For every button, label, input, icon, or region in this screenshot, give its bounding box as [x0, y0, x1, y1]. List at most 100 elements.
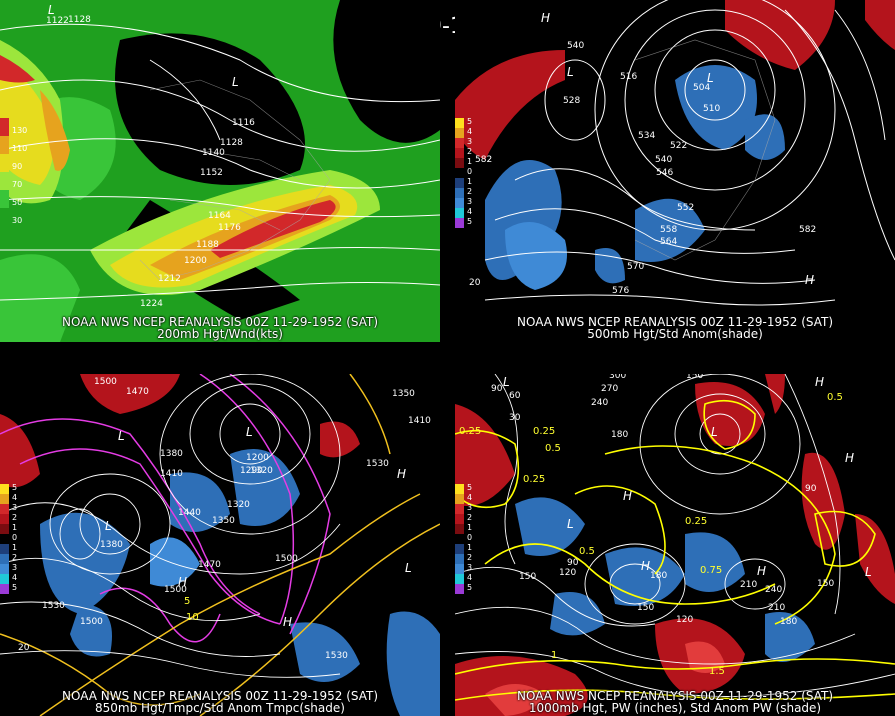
contour-label: 1350: [392, 389, 415, 399]
legend-swatch: 4: [455, 207, 472, 218]
contour-label: 510: [703, 104, 720, 114]
contour-label: 20: [469, 278, 481, 288]
low-marker: L: [105, 519, 112, 533]
legend-swatch: 0: [0, 533, 17, 544]
contour-label: 90: [491, 384, 503, 394]
contour-label: 540: [567, 41, 584, 51]
contour-label: 1530: [42, 601, 65, 611]
legend-label: 4: [12, 573, 18, 582]
legend-label: 1: [12, 523, 18, 532]
contour-label: 1176: [218, 223, 241, 233]
legend-label: 3: [467, 563, 473, 572]
legend-label: 70: [12, 180, 23, 189]
legend-label: 0: [12, 533, 18, 542]
legend-label: 30: [12, 216, 23, 225]
legend-label: 5: [12, 583, 18, 592]
temp-label: 10: [186, 612, 199, 623]
contour-label: 1500: [275, 554, 298, 564]
low-marker: L: [118, 429, 125, 443]
caption-source: NOAA NWS NCEP REANALYSIS 00Z 11-29-1952 …: [516, 315, 834, 329]
legend-swatch: 4: [455, 493, 472, 504]
contour-label: 90: [805, 484, 817, 494]
pw-label: 1.5: [709, 666, 725, 677]
high-marker: H: [805, 273, 814, 287]
legend-label: 1: [467, 543, 473, 552]
legend-label: 3: [467, 137, 473, 146]
pw-label: 0.25: [459, 426, 481, 437]
legend-swatch: 3: [455, 563, 472, 574]
low-marker: L: [711, 425, 718, 439]
contour-label: 582: [799, 225, 816, 235]
legend-swatch: 5: [455, 117, 472, 128]
contour-label: 1470: [198, 560, 221, 570]
panel-850mb: 1500 1470 1380 1410 1440 1350 1320 1290 …: [0, 374, 440, 716]
legend-swatch: 1: [455, 177, 472, 188]
legend-swatch: 2: [455, 553, 472, 564]
legend-label: 90: [12, 162, 23, 171]
legend-swatch: 4: [455, 127, 472, 138]
legend-label: 50: [12, 198, 23, 207]
anomaly-legend: 5 4 3 2 1 0 1 2 3 4 5: [455, 483, 473, 594]
contour-label: 534: [638, 131, 655, 141]
legend-label: 4: [467, 573, 473, 582]
legend-swatch: 0: [455, 167, 472, 178]
legend-label: 130: [12, 126, 28, 135]
legend-label: 5: [467, 483, 473, 492]
contour-label: 570: [627, 262, 644, 272]
contour-label: 504: [693, 83, 710, 93]
pw-label: 0.25: [523, 474, 545, 485]
legend-swatch: 5: [455, 217, 472, 228]
legend-swatch: 90: [0, 154, 22, 172]
caption-source: NOAA NWS NCEP REANALYSIS 00Z 11-29-1952 …: [61, 315, 379, 329]
high-marker: H: [178, 575, 187, 589]
low-marker: L: [246, 425, 253, 439]
legend-swatch: 3: [455, 503, 472, 514]
legend-swatch: 130: [0, 118, 27, 136]
contour-label: 1350: [212, 516, 235, 526]
legend-swatch: 4: [0, 493, 17, 504]
legend-label: 110: [12, 144, 28, 153]
legend-swatch: 3: [0, 563, 17, 574]
pw-label: 0.5: [827, 392, 843, 403]
map-200mb: 1128 1116 1128 1140 1152 1164 1176 1188 …: [0, 0, 440, 342]
legend-swatch: 1: [455, 157, 472, 168]
legend-label: 2: [467, 187, 473, 196]
legend-label: 1: [467, 523, 473, 532]
contour-label: 60: [509, 391, 521, 401]
contour-label: 1140: [202, 148, 225, 158]
legend-swatch: 5: [455, 483, 472, 494]
contour-label: 1530: [325, 651, 348, 661]
contour-label: 1224: [140, 299, 163, 309]
contour-label: 1152: [200, 168, 223, 178]
legend-swatch: 2: [0, 513, 17, 524]
legend-label: 3: [12, 563, 18, 572]
temp-label: 5: [184, 596, 190, 607]
contour-label: 582: [475, 155, 492, 165]
legend-label: 5: [467, 217, 473, 226]
contour-label: 1212: [158, 274, 181, 284]
contour-label: 1470: [126, 387, 149, 397]
legend-swatch: 4: [455, 573, 472, 584]
contour-label: 180: [780, 617, 797, 627]
contour-label: 1500: [94, 377, 117, 387]
low-marker: L: [567, 517, 574, 531]
panel-500mb: 540 516 528 504 510 534 522 540 546 552 …: [455, 0, 895, 342]
contour-label: 1500: [80, 617, 103, 627]
contour-label: 1122: [46, 16, 69, 26]
legend-label: 1: [467, 157, 473, 166]
legend-swatch: 3: [455, 197, 472, 208]
contour-label: 90: [567, 558, 579, 568]
legend-label: 3: [12, 503, 18, 512]
contour-label: 552: [677, 203, 694, 213]
low-marker: L: [707, 71, 714, 85]
contour-label: 516: [620, 72, 637, 82]
caption-source: NOAA NWS NCEP REANALYSIS 00Z 11-29-1952 …: [61, 689, 379, 703]
contour-label: 210: [768, 603, 785, 613]
legend-label: 2: [12, 553, 18, 562]
legend-swatch: 70: [0, 172, 22, 190]
pw-label: 0.5: [579, 546, 595, 557]
contour-label: 1320: [250, 466, 273, 476]
anomaly-legend: 5 4 3 2 1 0 1 2 3 4 5: [0, 483, 18, 594]
high-marker: H: [397, 467, 406, 481]
contour-label: 1380: [160, 449, 183, 459]
